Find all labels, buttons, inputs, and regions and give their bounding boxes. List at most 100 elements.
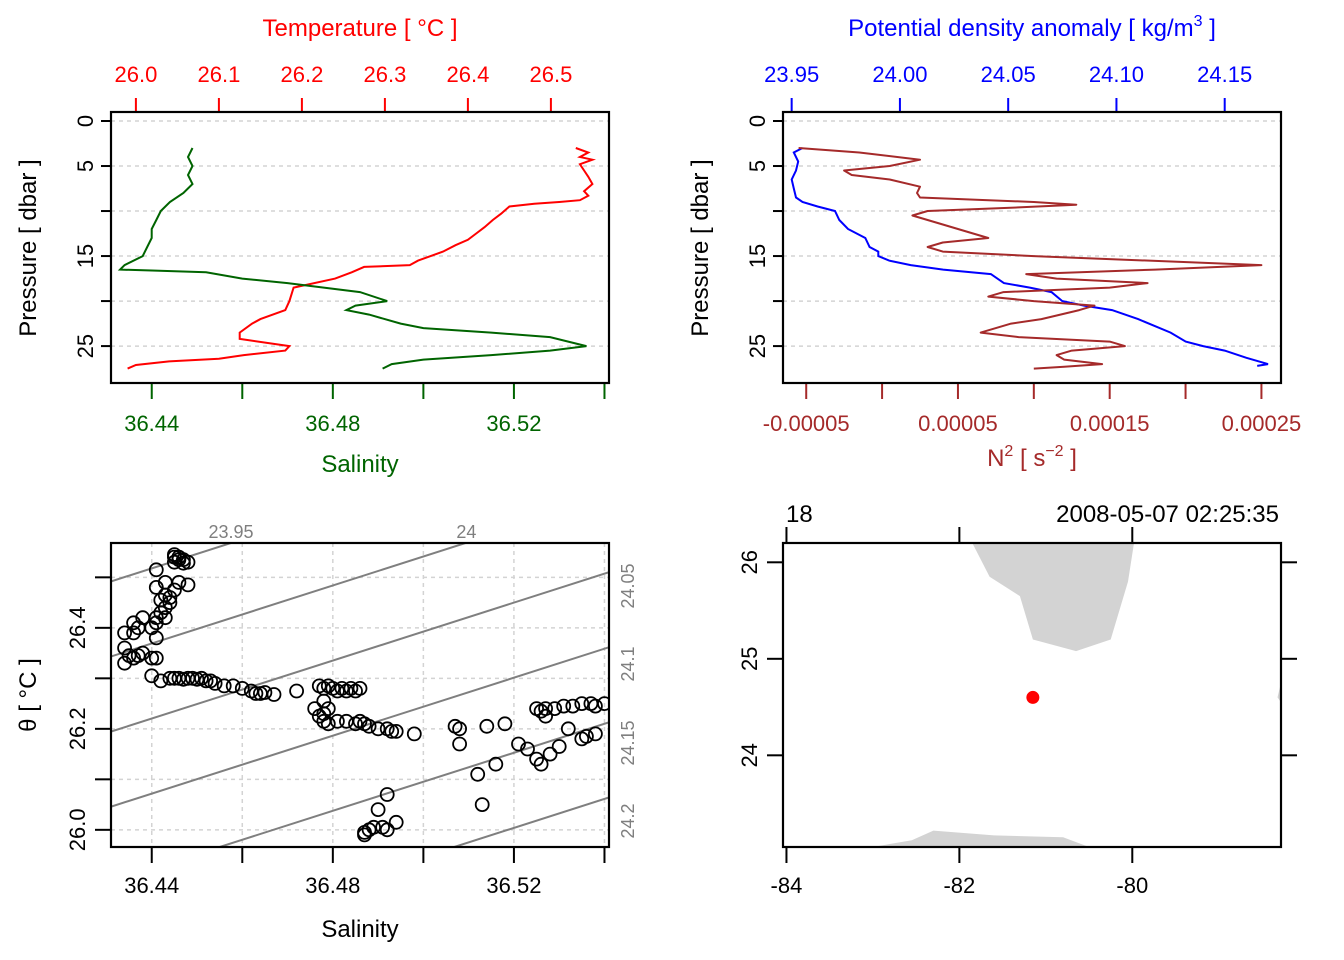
ts-data-point (148, 650, 164, 666)
plot-frame (109, 110, 611, 385)
ts-data-point (198, 673, 214, 689)
ts-data-point (384, 724, 400, 739)
ts-data-point (511, 736, 526, 752)
ts-data-point (320, 701, 336, 716)
n2-tick-label: 0.00005 (918, 411, 998, 436)
ts-data-point (357, 827, 372, 843)
isopycnal-label: 24 (456, 522, 476, 542)
ts-data-point (574, 696, 590, 711)
ts-data-point (597, 696, 609, 711)
temperature-tick-label: 26.3 (363, 62, 406, 87)
pressure-tick-label: 25 (745, 334, 770, 358)
salinity-tick-label: 36.48 (305, 873, 360, 898)
ts-data-point (497, 716, 513, 732)
ts-data-point (538, 708, 553, 724)
isopycnal-line (111, 543, 469, 658)
ts-data-point (180, 577, 196, 593)
ts-data-point (379, 822, 395, 838)
isopycnal-label: 24.2 (618, 803, 638, 838)
density-axis-title: Potential density anomaly [ kg/m3 ] (848, 13, 1216, 42)
ts-data-point (579, 729, 594, 744)
latitude-tick-label: 25 (737, 647, 762, 671)
ts-data-point (117, 625, 132, 641)
pressure-axis-title: Pressure [ dbar ] (15, 159, 42, 336)
ts-data-point (180, 554, 196, 570)
pressure-tick-label: 15 (745, 244, 770, 268)
ts-data-point (379, 787, 395, 802)
ts-data-point (266, 687, 282, 702)
ts-data-point (388, 724, 404, 739)
station-marker (1026, 690, 1040, 704)
ts-data-point (148, 630, 164, 646)
ts-data-point (361, 718, 377, 734)
density-tick-label: 23.95 (764, 62, 819, 87)
n2-profile-line (798, 147, 1263, 370)
density-profile-line (790, 147, 1269, 367)
ts-data-point (520, 741, 535, 757)
temperature-tick-label: 26.4 (446, 62, 489, 87)
theta-axis-title: θ [ °C ] (15, 658, 42, 732)
temperature-profile-line (127, 147, 597, 370)
longitude-tick-label: -80 (1116, 873, 1148, 898)
ts-data-point (388, 814, 404, 830)
ts-data-point (338, 713, 354, 729)
ts-data-point (289, 683, 305, 699)
ts-data-point (157, 600, 173, 615)
ts-data-point (234, 681, 250, 696)
isopycnal-line (111, 543, 235, 583)
plot-frame (109, 541, 611, 849)
ts-data-point (130, 620, 146, 636)
map-frame (781, 541, 1283, 849)
coastline-land (872, 830, 1090, 847)
ts-data-point (153, 673, 169, 689)
temperature-axis-title: Temperature [ °C ] (263, 15, 458, 42)
n2-tick-label: 0.00015 (1070, 411, 1150, 436)
ts-data-point (352, 681, 368, 696)
pressure-axis-title: Pressure [ dbar ] (687, 159, 714, 336)
n2-tick-label: -0.00005 (763, 411, 850, 436)
salinity-axis-title: Salinity (321, 916, 398, 943)
pressure-tick-label: 15 (73, 244, 98, 268)
ts-data-point (144, 650, 160, 666)
ts-data-point (148, 562, 164, 578)
ts-data-point (316, 693, 332, 709)
ts-data-point (320, 716, 336, 732)
ts-data-point (248, 686, 264, 701)
ts-data-point (148, 615, 164, 631)
pressure-tick-label: 0 (73, 115, 98, 127)
ts-data-point (216, 678, 232, 694)
ts-data-point (370, 721, 386, 737)
ts-data-point (135, 645, 151, 661)
ts-data-point (474, 797, 490, 812)
ts-data-point (547, 701, 563, 716)
n2-tick-label: 0.00025 (1222, 411, 1302, 436)
station-map-panel: 18 2008-05-07 02:25:35 -84 -82 -80 24 25 26 (737, 501, 1297, 898)
salinity-tick-label: 36.52 (486, 873, 541, 898)
ts-data-point (538, 701, 553, 716)
latitude-tick-label: 26 (737, 550, 762, 574)
density-tick-label: 24.00 (872, 62, 927, 87)
density-tick-label: 24.15 (1197, 62, 1252, 87)
theta-tick-label: 26.2 (65, 707, 90, 750)
density-n2-profile-panel: Potential density anomaly [ kg/m3 ] N2 [… (687, 13, 1301, 472)
ts-data-point (470, 766, 486, 782)
salinity-axis-title: Salinity (321, 451, 398, 478)
temperature-tick-label: 26.1 (197, 62, 240, 87)
ts-data-point (117, 655, 132, 671)
theta-tick-label: 26.4 (65, 606, 90, 649)
ts-data-point (126, 625, 142, 641)
ts-data-point (479, 718, 495, 734)
isopycnal-label: 24.1 (618, 646, 638, 681)
ts-data-point (117, 640, 132, 656)
ts-data-point (529, 751, 544, 767)
ts-data-point (452, 736, 468, 752)
isopycnal-line (111, 571, 609, 733)
ts-data-point (148, 580, 164, 595)
density-tick-label: 24.10 (1089, 62, 1144, 87)
ts-data-point (126, 615, 142, 631)
ts-data-point (406, 726, 422, 742)
pressure-tick-label: 25 (73, 334, 98, 358)
ts-data-point (551, 739, 567, 754)
isopycnal-label: 24.15 (618, 720, 638, 765)
